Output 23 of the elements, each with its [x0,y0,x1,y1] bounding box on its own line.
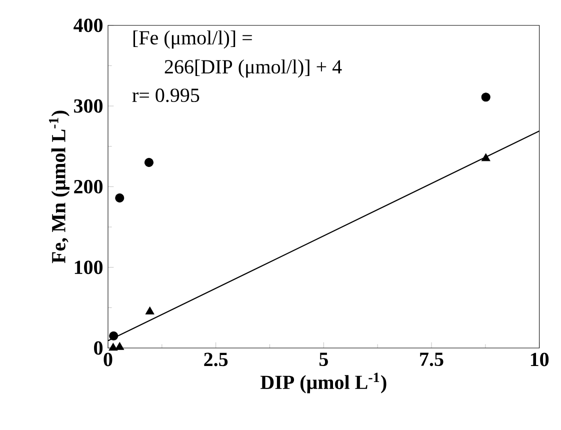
x-tick-label: 5 [319,352,328,366]
annotation: [Fe (μmol/l)] = [133,30,252,49]
x-tick-label: 0 [104,352,112,366]
y-tick-label: 400 [74,18,103,32]
x-tick-label: 2.5 [204,352,228,366]
x-axis-title: DIP (μmol L$^{-1}$) [260,372,386,394]
y-tick-label: 200 [74,180,103,194]
point [115,342,124,350]
point [115,193,124,202]
point [108,342,118,351]
point [144,158,154,168]
point [145,306,154,314]
y-axis-title: Fe, Mn (μmol L$^{-1}$) [49,110,70,264]
annotation: r= 0.995 [132,88,200,102]
point [481,92,490,102]
annotation: 266[DIP (μmol/l)] + 4 [164,59,342,78]
y-tick-label: 300 [74,99,103,113]
x-tick-label: 10 [530,352,549,366]
y-tick-label: 0 [94,341,103,355]
point [109,331,118,340]
y-tick-label: 100 [74,260,103,274]
x-tick-label: 7.5 [420,352,444,366]
point [481,153,490,162]
